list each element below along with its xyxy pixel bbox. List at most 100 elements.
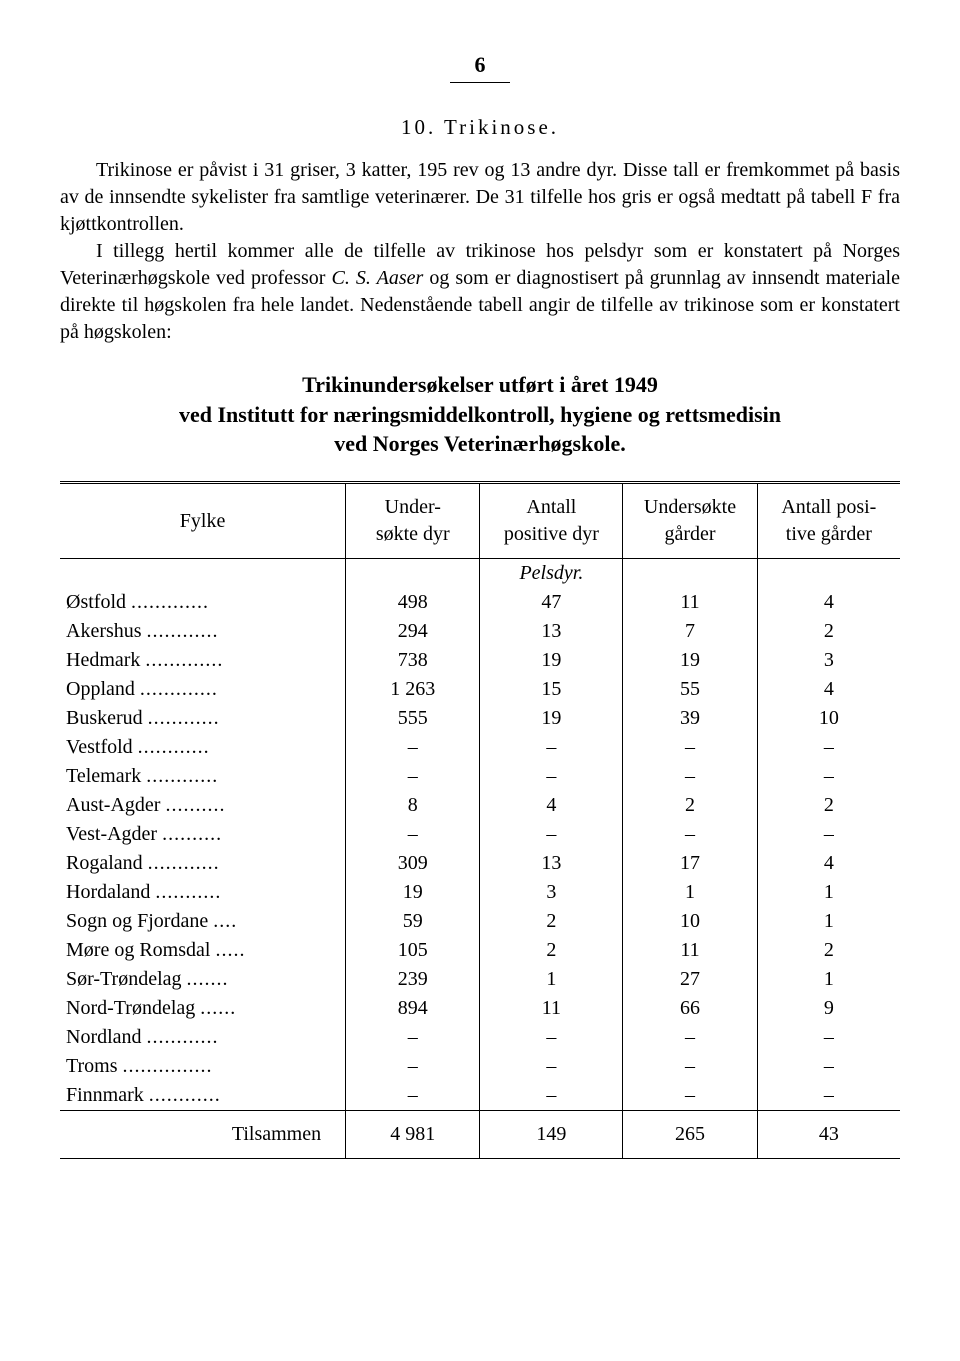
col-header-antall-positive-garder: Antall posi-tive gårder — [757, 484, 900, 558]
cell-c2: – — [480, 820, 623, 849]
totals-label: Tilsammen — [60, 1111, 346, 1158]
fylke-cell: Troms ............... — [60, 1052, 346, 1081]
cell-c4: 2 — [757, 936, 900, 965]
cell-c3: – — [623, 762, 757, 791]
table-row: Troms ...............–––– — [60, 1052, 900, 1081]
cell-c3: 1 — [623, 878, 757, 907]
cell-c2: – — [480, 1023, 623, 1052]
cell-c1: 105 — [346, 936, 480, 965]
cell-c4: 9 — [757, 994, 900, 1023]
cell-c3: 10 — [623, 907, 757, 936]
cell-c2: 11 — [480, 994, 623, 1023]
cell-c1: 555 — [346, 704, 480, 733]
col-header-antall-positive-dyr: Antallpositive dyr — [480, 484, 623, 558]
cell-c1: – — [346, 733, 480, 762]
cell-c3: – — [623, 1052, 757, 1081]
fylke-cell: Vestfold ............ — [60, 733, 346, 762]
cell-c3: 11 — [623, 588, 757, 617]
cell-c4: 3 — [757, 646, 900, 675]
cell-c4: 2 — [757, 617, 900, 646]
col-header-fylke: Fylke — [60, 484, 346, 558]
fylke-cell: Nordland ............ — [60, 1023, 346, 1052]
table-foot: Tilsammen 4 981 149 265 43 — [60, 1110, 900, 1159]
fylke-cell: Møre og Romsdal ..... — [60, 936, 346, 965]
cell-c4: 4 — [757, 675, 900, 704]
page-number-rule — [450, 82, 510, 83]
table-row: Rogaland ............30913174 — [60, 849, 900, 878]
fylke-cell: Finnmark ............ — [60, 1081, 346, 1110]
cell-c4: 2 — [757, 791, 900, 820]
totals-c2: 149 — [480, 1111, 623, 1158]
cell-c2: 19 — [480, 646, 623, 675]
totals-row: Tilsammen 4 981 149 265 43 — [60, 1111, 900, 1158]
fylke-cell: Akershus ............ — [60, 617, 346, 646]
data-table: Fylke Under-søkte dyr Antallpositive dyr… — [60, 484, 900, 1159]
table-body: Pelsdyr. Østfold .............49847114Ak… — [60, 558, 900, 1110]
totals-c4: 43 — [757, 1111, 900, 1158]
cell-c4: 1 — [757, 878, 900, 907]
cell-c4: – — [757, 820, 900, 849]
table-row: Vest-Agder ..........–––– — [60, 820, 900, 849]
cell-c1: – — [346, 1023, 480, 1052]
fylke-cell: Oppland ............. — [60, 675, 346, 704]
table-head: Fylke Under-søkte dyr Antallpositive dyr… — [60, 484, 900, 558]
fylke-cell: Sør-Trøndelag ....... — [60, 965, 346, 994]
cell-c4: – — [757, 762, 900, 791]
cell-c2: 1 — [480, 965, 623, 994]
section-heading: 10. Trikinose. — [60, 113, 900, 141]
cell-c1: 59 — [346, 907, 480, 936]
cell-c4: – — [757, 1023, 900, 1052]
table-header-row: Fylke Under-søkte dyr Antallpositive dyr… — [60, 484, 900, 558]
fylke-cell: Telemark ............ — [60, 762, 346, 791]
table-row: Telemark ............–––– — [60, 762, 900, 791]
cell-c1: – — [346, 820, 480, 849]
fylke-cell: Nord-Trøndelag ...... — [60, 994, 346, 1023]
table-row: Sør-Trøndelag .......2391271 — [60, 965, 900, 994]
cell-c1: 894 — [346, 994, 480, 1023]
table-row: Vestfold ............–––– — [60, 733, 900, 762]
table-row: Finnmark ............–––– — [60, 1081, 900, 1110]
cell-c1: 498 — [346, 588, 480, 617]
cell-c2: – — [480, 1052, 623, 1081]
table-row: Nordland ............–––– — [60, 1023, 900, 1052]
totals-c1: 4 981 — [346, 1111, 480, 1158]
table-row: Hedmark .............73819193 — [60, 646, 900, 675]
cell-c1: 738 — [346, 646, 480, 675]
fylke-cell: Vest-Agder .......... — [60, 820, 346, 849]
cell-c1: 309 — [346, 849, 480, 878]
cell-c3: 17 — [623, 849, 757, 878]
cell-c2: – — [480, 1081, 623, 1110]
cell-c3: – — [623, 1023, 757, 1052]
table-row: Oppland .............1 26315554 — [60, 675, 900, 704]
cell-c1: 8 — [346, 791, 480, 820]
cell-c2: – — [480, 733, 623, 762]
col-header-undersokte-dyr: Under-søkte dyr — [346, 484, 480, 558]
cell-c4: – — [757, 733, 900, 762]
cell-c3: – — [623, 733, 757, 762]
cell-c3: 19 — [623, 646, 757, 675]
cell-c1: 1 263 — [346, 675, 480, 704]
cell-c4: 4 — [757, 849, 900, 878]
cell-c1: 294 — [346, 617, 480, 646]
cell-c3: 39 — [623, 704, 757, 733]
cell-c2: 4 — [480, 791, 623, 820]
cell-c1: – — [346, 1081, 480, 1110]
cell-c2: 47 — [480, 588, 623, 617]
table-row: Buskerud ............555193910 — [60, 704, 900, 733]
page-number: 6 — [60, 50, 900, 80]
cell-c4: 4 — [757, 588, 900, 617]
cell-c2: 13 — [480, 849, 623, 878]
table-title-line-2: ved Institutt for næringsmiddelkontroll,… — [60, 400, 900, 430]
cell-c3: 66 — [623, 994, 757, 1023]
table-row: Aust-Agder ..........8422 — [60, 791, 900, 820]
cell-c2: – — [480, 762, 623, 791]
cell-c1: 239 — [346, 965, 480, 994]
fylke-cell: Hedmark ............. — [60, 646, 346, 675]
cell-c3: 11 — [623, 936, 757, 965]
table-row: Sogn og Fjordane ....592101 — [60, 907, 900, 936]
cell-c2: 2 — [480, 907, 623, 936]
table-row: Akershus ............2941372 — [60, 617, 900, 646]
cell-c4: – — [757, 1052, 900, 1081]
paragraph-text-1: Trikinose er påvist i 31 griser, 3 katte… — [60, 159, 900, 235]
fylke-cell: Aust-Agder .......... — [60, 791, 346, 820]
